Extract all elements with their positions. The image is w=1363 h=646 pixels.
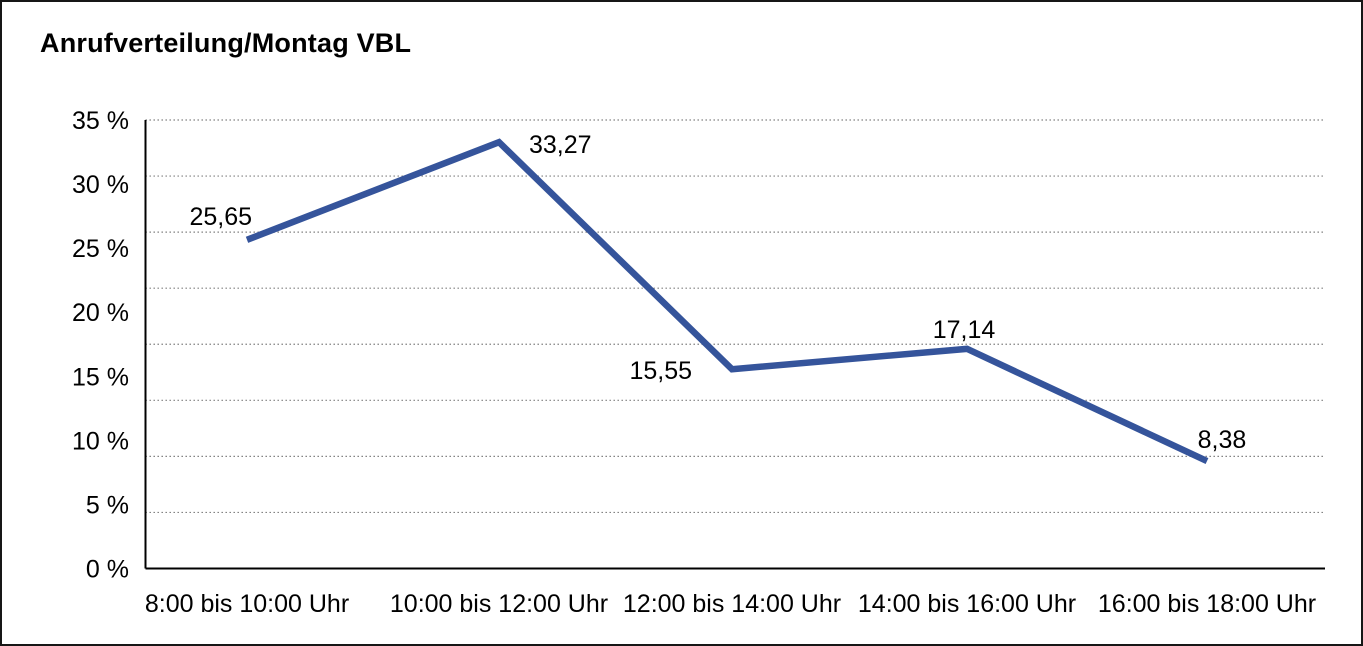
y-axis-tick-label: 20 % (72, 299, 129, 327)
data-point-label: 33,27 (529, 131, 592, 159)
data-point-label: 8,38 (1198, 426, 1247, 454)
data-point-label: 17,14 (933, 316, 996, 344)
data-point-label: 15,55 (629, 357, 692, 385)
x-axis-category-label: 16:00 bis 18:00 Uhr (1098, 590, 1316, 618)
y-axis-tick-label: 10 % (72, 427, 129, 455)
y-axis-tick-label: 15 % (72, 363, 129, 391)
x-axis-category-label: 8:00 bis 10:00 Uhr (145, 590, 349, 618)
x-axis-category-label: 12:00 bis 14:00 Uhr (623, 590, 841, 618)
y-axis-tick-label: 5 % (86, 491, 129, 519)
y-axis-tick-label: 25 % (72, 235, 129, 263)
x-axis-category-label: 10:00 bis 12:00 Uhr (390, 590, 608, 618)
y-axis-tick-label: 35 % (72, 107, 129, 135)
data-series-line (245, 138, 1209, 465)
data-point-label: 25,65 (189, 203, 252, 231)
y-axis-tick-label: 30 % (72, 171, 129, 199)
x-axis-category-label: 14:00 bis 16:00 Uhr (858, 590, 1076, 618)
chart-title: Anrufverteilung/Montag VBL (40, 28, 412, 58)
y-axis-tick-label: 0 % (86, 556, 129, 584)
